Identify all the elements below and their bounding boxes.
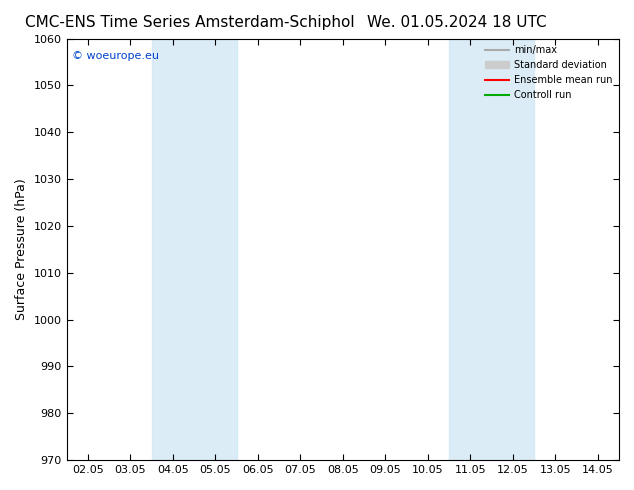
Bar [449,39,534,460]
Text: We. 01.05.2024 18 UTC: We. 01.05.2024 18 UTC [366,15,547,30]
Text: © woeurope.eu: © woeurope.eu [72,51,159,61]
Y-axis label: Surface Pressure (hPa): Surface Pressure (hPa) [15,178,28,320]
Bar [152,39,236,460]
Text: CMC-ENS Time Series Amsterdam-Schiphol: CMC-ENS Time Series Amsterdam-Schiphol [25,15,355,30]
Legend: min/max, Standard deviation, Ensemble mean run, Controll run: min/max, Standard deviation, Ensemble me… [481,42,616,104]
